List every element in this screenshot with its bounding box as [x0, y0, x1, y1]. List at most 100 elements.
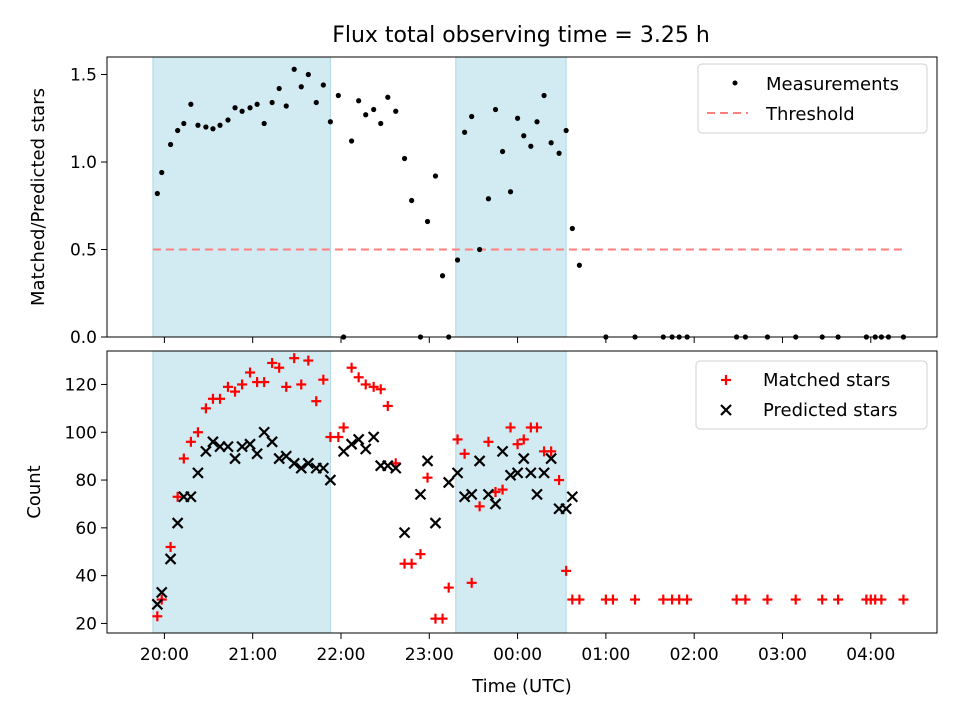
- matched-point: [296, 379, 307, 390]
- matched-point: [422, 472, 433, 483]
- measurement-point: [563, 127, 569, 134]
- legend-measurements-label: Measurements: [766, 74, 899, 95]
- matched-point: [546, 446, 557, 457]
- measurement-point: [159, 169, 165, 176]
- cross-b: [229, 452, 241, 465]
- cross-b: [155, 586, 168, 599]
- y-tick-label: 100: [65, 423, 97, 443]
- cross-b: [504, 469, 517, 482]
- matched-point: [898, 594, 909, 605]
- matched-point: [532, 422, 543, 433]
- top-panel: 0.0 0.5 1.0 1.5 Matched/Predicted stars Mea…: [28, 56, 938, 348]
- predicted-point: [258, 426, 270, 439]
- predicted-point: [273, 452, 285, 465]
- chart-title: Flux total observing time = 3.25 h: [332, 23, 710, 48]
- x-tick-label: 03:00: [758, 645, 807, 665]
- matched-point: [790, 594, 801, 605]
- cross-b: [473, 455, 486, 467]
- predicted-point: [389, 462, 402, 474]
- predicted-point: [345, 438, 358, 450]
- cross-b: [273, 452, 285, 465]
- cross-b: [566, 491, 579, 503]
- matched-point: [762, 594, 773, 605]
- shaded-interval: [455, 350, 567, 634]
- measurement-point: [291, 66, 297, 72]
- bottom-axes-frame: [106, 350, 938, 634]
- measurement-point: [348, 138, 355, 144]
- measurement-point: [239, 108, 245, 114]
- measurement-point: [576, 262, 582, 268]
- matched-point: [230, 386, 241, 397]
- predicted-point: [185, 491, 197, 503]
- top-x-ticks: [163, 337, 872, 343]
- cross-b: [382, 459, 394, 472]
- matched-point: [311, 396, 322, 407]
- predicted-point: [359, 443, 372, 455]
- predicted-point: [538, 467, 550, 479]
- bottom-y-axis-label: Count: [24, 465, 45, 518]
- matched-point: [554, 475, 565, 486]
- matched-point: [505, 422, 516, 433]
- matched-point: [497, 484, 508, 495]
- y-tick-label: 40: [75, 567, 97, 587]
- cross-b: [538, 467, 550, 479]
- matched-point: [178, 453, 189, 464]
- measurement-point: [210, 126, 216, 132]
- predicted-point: [251, 447, 263, 460]
- measurement-point: [363, 112, 369, 118]
- measurement-point: [298, 84, 304, 90]
- cross-b: [451, 467, 464, 479]
- matched-point: [192, 427, 203, 438]
- legend-matched-marker: [721, 375, 731, 385]
- legend-predicted-label: Predicted stars: [763, 400, 897, 421]
- measurement-point: [439, 273, 446, 279]
- measurement-point: [181, 120, 187, 127]
- x-tick-label: 21:00: [228, 645, 277, 665]
- predicted-point: [151, 598, 164, 611]
- cross-b: [414, 488, 427, 501]
- measurement-point: [485, 196, 492, 202]
- matched-point: [172, 491, 183, 502]
- top-shaded-intervals: [152, 56, 567, 338]
- cross-b: [429, 517, 442, 529]
- matched-point: [817, 594, 828, 605]
- predicted-point: [352, 433, 365, 446]
- matched-point: [338, 422, 349, 433]
- legend-plus: [721, 375, 731, 385]
- matched-point: [833, 594, 844, 605]
- matched-point: [682, 594, 693, 605]
- measurement-point: [175, 127, 181, 134]
- predicted-point: [504, 469, 517, 482]
- cross-b: [317, 462, 330, 474]
- measurement-point: [541, 92, 547, 99]
- cross-b: [496, 445, 509, 458]
- predicted-point: [266, 436, 278, 448]
- cross-b: [324, 474, 337, 486]
- predicted-point: [302, 457, 315, 470]
- cross-b: [517, 452, 530, 465]
- cross-b: [222, 440, 234, 453]
- bottom-x-ticks: 20:00 21:00 22:00 23:00 00:00 01:00 02:00 03:00…: [140, 633, 895, 665]
- predicted-point: [473, 455, 486, 467]
- measurement-point: [320, 82, 326, 88]
- matched-point: [437, 613, 448, 624]
- cross-b: [345, 438, 358, 450]
- matched-point: [443, 582, 454, 593]
- y-tick-label: 20: [75, 614, 97, 634]
- predicted-point: [367, 431, 380, 443]
- predicted-point: [531, 488, 543, 501]
- matched-point: [474, 501, 485, 512]
- predicted-point: [465, 488, 478, 501]
- cross-b: [171, 517, 184, 529]
- y-tick-label: 1.5: [70, 66, 97, 86]
- predicted-point: [171, 517, 184, 529]
- matched-point: [512, 439, 523, 450]
- matched-point: [274, 362, 285, 373]
- x-tick-label: 20:00: [140, 645, 189, 665]
- matched-point: [303, 355, 314, 366]
- measurement-point: [469, 113, 475, 120]
- matched-point: [561, 565, 572, 576]
- measurement-point: [385, 94, 391, 100]
- predicted-point: [236, 440, 248, 453]
